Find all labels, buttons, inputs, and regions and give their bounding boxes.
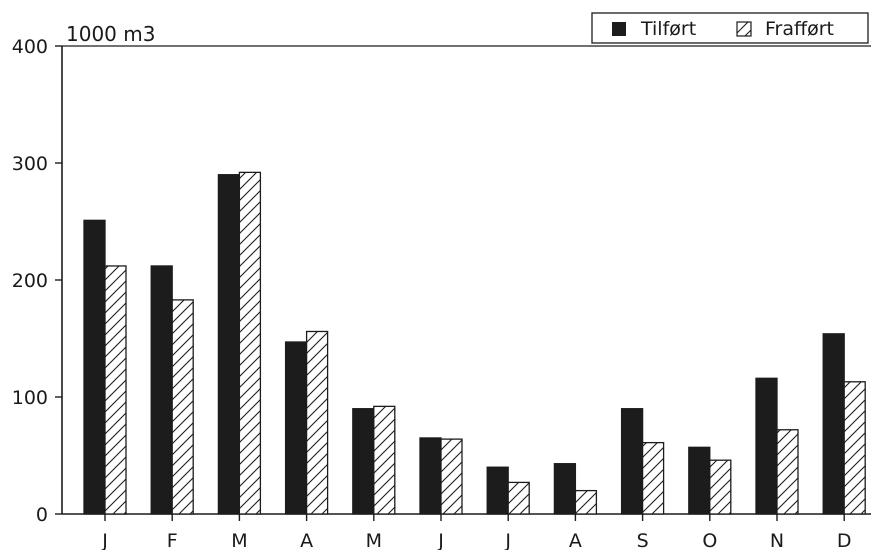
bar-hatched-9 bbox=[641, 441, 665, 515]
legend-box bbox=[591, 12, 869, 44]
bar-solid-12 bbox=[822, 333, 845, 515]
x-tick-label: O bbox=[702, 530, 717, 550]
bar-hatched-1 bbox=[104, 265, 127, 515]
y-tick-label: 200 bbox=[12, 270, 48, 292]
bar-hatched-6 bbox=[440, 438, 463, 515]
bar-hatched-11 bbox=[776, 429, 799, 515]
x-tick-label: J bbox=[101, 530, 108, 550]
bar-hatched-2 bbox=[171, 299, 194, 515]
y-axis-unit-label: 1000 m3 bbox=[66, 22, 155, 46]
legend-swatch-hatched bbox=[736, 21, 752, 37]
x-tick-label: J bbox=[437, 530, 444, 550]
bar-hatched-5 bbox=[373, 405, 396, 515]
bar-hatched-7 bbox=[507, 481, 530, 515]
bar-solid-2 bbox=[150, 265, 173, 515]
x-tick-label: F bbox=[167, 530, 178, 550]
legend-label-series-2: Frafført bbox=[765, 18, 834, 40]
bar-solid-10 bbox=[688, 446, 711, 515]
bar-solid-8 bbox=[553, 463, 577, 515]
bar-solid-7 bbox=[486, 466, 509, 515]
y-tick-label: 300 bbox=[12, 153, 48, 175]
bar-hatched-8 bbox=[574, 489, 598, 515]
x-tick-label: M bbox=[366, 530, 382, 550]
y-tick-label: 400 bbox=[12, 36, 48, 58]
legend-swatch-solid bbox=[612, 22, 626, 36]
x-tick-label: J bbox=[504, 530, 511, 550]
bar-solid-3 bbox=[217, 174, 241, 515]
bar-solid-4 bbox=[284, 341, 308, 515]
bar-solid-11 bbox=[755, 377, 778, 515]
bar-hatched-10 bbox=[709, 459, 732, 515]
legend: Tilført Frafført bbox=[591, 12, 869, 44]
bar-hatched-4 bbox=[305, 330, 329, 515]
x-tick-label: S bbox=[637, 530, 649, 550]
bar-solid-1 bbox=[83, 219, 106, 515]
bar-hatched-12 bbox=[843, 381, 866, 515]
bar-solid-5 bbox=[352, 408, 375, 515]
x-tick-label: A bbox=[569, 530, 582, 550]
bar-solid-6 bbox=[419, 437, 442, 515]
x-tick-label: A bbox=[300, 530, 313, 550]
legend-label-series-1: Tilført bbox=[640, 18, 696, 40]
x-tick-label: N bbox=[770, 530, 784, 550]
bars bbox=[83, 171, 866, 515]
y-tick-label: 0 bbox=[36, 504, 48, 526]
y-tick-label: 100 bbox=[12, 387, 48, 409]
x-tick-label: D bbox=[837, 530, 852, 550]
x-tick-label: M bbox=[231, 530, 247, 550]
y-ticks: 0 100 200 300 400 bbox=[12, 36, 62, 526]
bar-solid-9 bbox=[620, 408, 644, 515]
bar-hatched-3 bbox=[238, 171, 262, 515]
